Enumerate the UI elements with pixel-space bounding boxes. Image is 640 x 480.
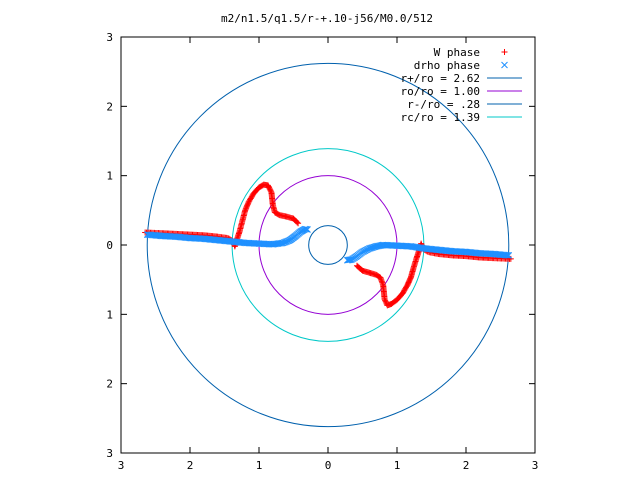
legend-sample: [501, 61, 508, 69]
marker: [295, 220, 302, 227]
marker: [304, 226, 311, 233]
legend-sample: [501, 49, 508, 55]
x-tick-label: 2: [187, 459, 194, 472]
data-series: [142, 181, 514, 309]
legend-label: r-/ro = .28: [407, 98, 480, 111]
marker: [294, 219, 301, 226]
y-tick-label: 2: [106, 378, 113, 391]
marker: [367, 244, 374, 252]
legend-label: r+/ro = 2.62: [401, 72, 480, 85]
marker: [382, 297, 389, 304]
x-tick-label: 3: [118, 459, 125, 472]
x-tick-label: 2: [463, 459, 470, 472]
series-2: [143, 225, 513, 264]
marker: [353, 262, 360, 269]
marker: [354, 263, 361, 270]
legend-label: W phase: [434, 46, 480, 59]
legend-label: drho phase: [414, 59, 480, 72]
chart-title: m2/n1.5/q1.5/r-+.10-j56/M0.0/512: [221, 12, 433, 25]
legend-label: rc/ro = 1.39: [401, 111, 480, 124]
x-tick-label: 1: [256, 459, 263, 472]
series-1: [142, 181, 514, 309]
marker: [346, 256, 353, 264]
y-tick-label: 0: [106, 239, 113, 252]
y-tick-label: 1: [106, 170, 113, 183]
marker: [301, 225, 309, 233]
marker: [345, 256, 352, 264]
y-tick-label: 1: [106, 308, 113, 321]
x-tick-label: 1: [394, 459, 401, 472]
y-tick-label: 3: [106, 447, 113, 460]
circle-3: [308, 225, 348, 265]
y-tick-label: 3: [106, 31, 113, 44]
circle-1: [146, 62, 510, 428]
y-tick-label: 2: [106, 100, 113, 113]
marker: [368, 244, 376, 252]
x-tick-label: 3: [532, 459, 539, 472]
x-tick-label: 0: [325, 459, 332, 472]
legend-label: ro/ro = 1.00: [401, 85, 480, 98]
marker: [303, 225, 310, 233]
marker: [343, 256, 351, 264]
